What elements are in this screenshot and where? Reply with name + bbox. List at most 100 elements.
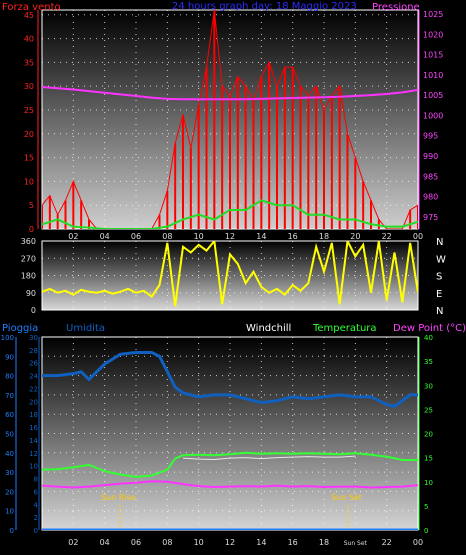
time-tick-label: 06: [131, 232, 141, 241]
time-tick-label: 06: [131, 538, 141, 547]
wind-tick-label: 0: [29, 225, 34, 234]
wind-grid: [42, 10, 418, 229]
temp-tick-label: 30: [424, 382, 433, 390]
time-tick-label: 14: [256, 232, 266, 241]
temp-tick-label: 10: [424, 479, 433, 487]
time-tick-label: 16: [288, 538, 298, 547]
pressure-tick-label: 975: [423, 213, 438, 222]
header-center-label: 24 hours graph day: 18 Maggio 2023: [172, 1, 357, 12]
time-tick-label: 20: [350, 232, 360, 241]
legend-temperatura: Temperatura: [312, 323, 377, 334]
dew-point-line: [42, 480, 418, 489]
wind-tick-label: 5: [29, 201, 34, 210]
time-tick-label: 02: [68, 232, 78, 241]
panel-direction-bg: [41, 240, 419, 311]
temp-tick-label: 40: [424, 334, 433, 342]
direction-tick-label: 0: [31, 306, 36, 315]
humidity-tick-label: 8: [34, 476, 38, 484]
header-right-label: Pressione: [372, 2, 420, 13]
compass-label: E: [436, 289, 442, 300]
sun-set-label: Sun Set: [331, 493, 362, 502]
wind-marks: [42, 10, 418, 229]
temp-tick-label: 35: [424, 358, 433, 366]
wind-tick-label: 40: [24, 35, 34, 44]
temp-tick-label: 15: [424, 455, 433, 463]
direction-line: [42, 241, 418, 307]
temp-tick-label: 0: [424, 527, 428, 535]
direction-tick-label: 270: [21, 254, 36, 263]
time-tick-label: 00: [413, 538, 423, 547]
time-tick-label: 16: [288, 232, 298, 241]
rain-tick-label: 30: [5, 469, 14, 477]
sun-rise-label: Sun Rise: [101, 493, 136, 502]
humidity-tick-label: 10: [29, 463, 38, 471]
compass-label: W: [436, 254, 446, 265]
time-tick-label: Sun Set: [344, 540, 368, 547]
pressure-tick-label: 985: [423, 172, 438, 181]
time-tick-label: 02: [68, 538, 78, 547]
pressure-tick-label: 980: [423, 193, 438, 202]
rain-tick-label: 100: [1, 334, 14, 342]
pressure-tick-label: 1015: [423, 51, 443, 60]
humidity-line: [42, 350, 418, 409]
temperature-line: [42, 451, 418, 478]
pressure-tick-label: 1005: [423, 91, 443, 100]
time-tick-label: 18: [319, 232, 329, 241]
rain-tick-label: 80: [5, 373, 14, 381]
humidity-tick-label: 4: [34, 501, 39, 509]
time-tick-label: 22: [382, 232, 392, 241]
wind-tick-label: 45: [24, 11, 34, 20]
time-tick-label: 08: [162, 538, 172, 547]
gust-line: [42, 199, 418, 229]
pressure-tick-label: 1020: [423, 30, 443, 39]
temperature-marks: [42, 350, 418, 530]
temp-tick-label: 25: [424, 406, 433, 414]
humidity-tick-label: 22: [29, 385, 38, 393]
direction-tick-label: 90: [26, 289, 36, 298]
humidity-tick-label: 18: [29, 411, 38, 419]
time-tick-label: 14: [256, 538, 266, 547]
temp-tick-label: 20: [424, 431, 433, 439]
axes: 0510152025303540459759809859909951000100…: [1, 10, 446, 547]
compass-label: S: [436, 272, 442, 283]
legend-umidita: Umidita: [66, 323, 105, 334]
time-tick-label: 04: [100, 538, 110, 547]
wind-tick-label: 10: [24, 177, 34, 186]
time-tick-label: 04: [100, 232, 110, 241]
time-tick-label: 12: [225, 232, 235, 241]
humidity-tick-label: 14: [29, 437, 38, 445]
rain-tick-label: 50: [5, 431, 14, 439]
wind-tick-label: 25: [24, 106, 34, 115]
rain-tick-label: 60: [5, 411, 14, 419]
wind-line: [42, 10, 418, 229]
pressure-tick-label: 990: [423, 152, 438, 161]
time-tick-label: 12: [225, 538, 235, 547]
humidity-tick-label: 2: [34, 514, 38, 522]
humidity-tick-label: 30: [29, 334, 38, 342]
pressure-tick-label: 1010: [423, 71, 443, 80]
humidity-tick-label: 0: [34, 527, 38, 535]
header-left-label: Forza vento: [2, 2, 61, 13]
time-tick-label: 00: [413, 232, 423, 241]
legend-pioggia: Pioggia: [2, 323, 38, 334]
time-tick-label: 10: [194, 538, 204, 547]
temperature-grid: [42, 336, 418, 530]
pressure-tick-label: 1025: [423, 10, 443, 19]
humidity-tick-label: 28: [29, 347, 38, 355]
rain-tick-label: 40: [5, 450, 14, 458]
legend-dew-point: Dew Point (°C): [393, 323, 466, 334]
humidity-tick-label: 12: [29, 450, 38, 458]
wind-tick-label: 35: [24, 58, 34, 67]
compass-label: N: [436, 237, 443, 248]
pressure-tick-label: 1000: [423, 111, 443, 120]
windchill-line: [182, 455, 356, 461]
legend-windchill: Windchill: [246, 323, 291, 334]
direction-tick-label: 180: [21, 272, 36, 281]
direction-tick-label: 360: [21, 237, 36, 246]
rain-tick-label: 90: [5, 353, 14, 361]
compass-label: N: [436, 306, 443, 317]
humidity-tick-label: 20: [29, 398, 38, 406]
rain-tick-label: 10: [5, 508, 14, 516]
humidity-tick-label: 24: [29, 373, 38, 381]
